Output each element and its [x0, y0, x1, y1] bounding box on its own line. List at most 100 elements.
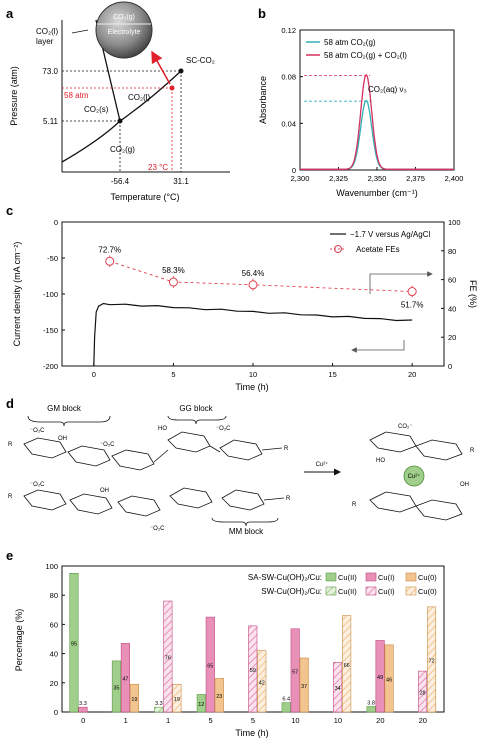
bar-8-2 — [426, 606, 437, 713]
condition-pressure: 58 atm — [64, 91, 89, 100]
bar-xtick-1: 1 — [124, 716, 128, 725]
bar-ytick-1: 20 — [50, 679, 58, 688]
chain-co2-3: ⁻O₂C — [216, 426, 231, 432]
panel-label-c: c — [6, 203, 13, 218]
legend-label-b-1: 58 atm CO₂(g) + CO₂(l) — [324, 51, 407, 60]
bar-7-2 — [384, 644, 394, 713]
layer-pointer — [71, 29, 89, 34]
panel-label-e: e — [6, 548, 13, 563]
gm-brace — [27, 415, 111, 427]
bar-label-7-0: 3.8 — [367, 700, 375, 706]
bar-1-1 — [120, 643, 130, 713]
spectra-series-1 — [300, 73, 454, 170]
spectra-xtick-1: 2,325 — [329, 174, 348, 183]
bar-5-1 — [290, 628, 300, 713]
panel-b: b Absorbance Wavenumber (cm⁻¹) 2,300 2,32… — [258, 6, 463, 198]
chain-r-2: R — [284, 446, 289, 452]
ring-12 — [415, 439, 463, 461]
bar-ylabel: Percentage (%) — [14, 609, 24, 672]
fe-label-2: 56.4% — [242, 269, 265, 278]
region-gas: CO₂(g) — [110, 145, 135, 154]
fe-label-0: 72.7% — [98, 245, 121, 254]
legend-label-e-solid-1: Cu(I) — [378, 573, 395, 582]
zoom-arrow — [151, 50, 171, 85]
alginate-chain-top — [23, 431, 283, 471]
spectra-xtick-0: 2,300 — [291, 174, 310, 183]
ring-3 — [111, 449, 155, 471]
mm-brace — [211, 517, 279, 527]
bar-1-2 — [129, 683, 139, 713]
bar-7-0 — [366, 706, 376, 713]
region-sc: SC-CO₂ — [186, 56, 215, 65]
ring-9 — [169, 487, 213, 509]
bar-label-5-1: 57 — [292, 669, 298, 675]
bar-3-0 — [196, 694, 206, 713]
bar-label-0-1: 3.3 — [79, 701, 87, 707]
gg-block-label: GG block — [179, 404, 213, 413]
bar-label-7-2: 46 — [386, 677, 392, 683]
legend-row-e-1: SW-Cu(OH)₂/Cu: — [261, 587, 322, 596]
bar-xtick-3: 5 — [208, 716, 212, 725]
legend-row-e-0: SA-SW-Cu(OH)₂/Cu: — [248, 573, 322, 582]
layer-label-1: CO₂(l) — [36, 27, 59, 36]
legend-label-e-solid-2: Cu(0) — [418, 573, 437, 582]
region-solid: CO₂(s) — [84, 105, 109, 114]
chain-r-4: R — [286, 496, 291, 502]
panel-c: c Current density (mA cm⁻²) FE (%) Time … — [6, 203, 478, 392]
stability-lines: 72.7% 58.3% 56.4% 51.7% — [93, 245, 424, 367]
fe-axis-arrow — [369, 271, 433, 294]
chain-oh-3: OH — [100, 488, 109, 494]
bar-xtick-2: 1 — [166, 716, 170, 725]
bar-6-1 — [333, 662, 343, 713]
stability-ytick-left-3: -150 — [43, 326, 58, 335]
legend-swatch-e-hatched-0 — [325, 586, 337, 596]
bar-label-2-1: 76 — [165, 656, 171, 662]
chain-r-1: R — [8, 442, 13, 448]
bar-label-4-2: 42 — [259, 680, 265, 686]
panel-e: e Percentage (%) Time (h) 0 20 40 60 80 100 0 1… — [6, 548, 445, 738]
bar-ytick-2: 40 — [50, 650, 58, 659]
ring-11 — [369, 431, 417, 453]
stability-ylabel-right: FE (%) — [468, 280, 478, 308]
stability-ylabel-left: Current density (mA cm⁻²) — [12, 242, 22, 347]
panel-label-a: a — [6, 6, 14, 21]
chain-oh-2: HO — [158, 426, 167, 432]
stability-xtick-0: 0 — [92, 370, 96, 379]
phase-ytick-511: 5.11 — [43, 117, 59, 126]
reactor-bubble — [95, 1, 153, 59]
link-2 — [209, 445, 221, 453]
stability-ytick-right-0: 0 — [448, 362, 452, 371]
fe-label-3: 51.7% — [401, 301, 424, 310]
bar-xtick-4: 5 — [251, 716, 255, 725]
complex-r-2: R — [352, 502, 357, 508]
bar-label-1-0: 35 — [113, 685, 119, 691]
bar-1-0 — [111, 660, 121, 713]
condition-temp: 23 °C — [148, 163, 168, 172]
legend-label-b-0: 58 atm CO₂(g) — [324, 38, 376, 47]
bar-ticks: 0 20 40 60 80 100 0 1 1 5 5 10 10 20 20 — [45, 562, 426, 725]
legend-label-e-hatched-2: Cu(0) — [418, 587, 437, 596]
stability-frame — [61, 221, 445, 367]
bar-label-6-1: 34 — [335, 686, 341, 692]
fe-point-2 — [248, 280, 258, 290]
ring-4 — [167, 431, 211, 453]
bar-ytick-3: 60 — [50, 620, 58, 629]
fe-point-0 — [105, 256, 115, 266]
bar-label-2-2: 19 — [174, 697, 180, 703]
stability-xtick-2: 10 — [249, 370, 257, 379]
legend-marker-c-1 — [334, 245, 342, 253]
panel-label-b: b — [258, 6, 266, 21]
bar-xtick-6: 10 — [334, 716, 342, 725]
spectra-xtick-3: 2,375 — [406, 174, 425, 183]
bar-label-8-2: 72 — [428, 658, 434, 664]
link-4 — [263, 497, 285, 501]
bar-ytick-4: 80 — [50, 591, 58, 600]
bar-label-5-2: 37 — [301, 684, 307, 690]
link-1 — [153, 449, 169, 463]
spectra-ytick-3: 0.12 — [281, 26, 296, 35]
layer-label-2: layer — [36, 37, 54, 46]
stability-ytick-left-1: -50 — [47, 254, 58, 263]
bar-ytick-5: 100 — [45, 562, 58, 571]
phase-ylabel: Pressure (atm) — [9, 66, 19, 126]
complex-co2-1: CO₂⁻ — [398, 424, 413, 430]
